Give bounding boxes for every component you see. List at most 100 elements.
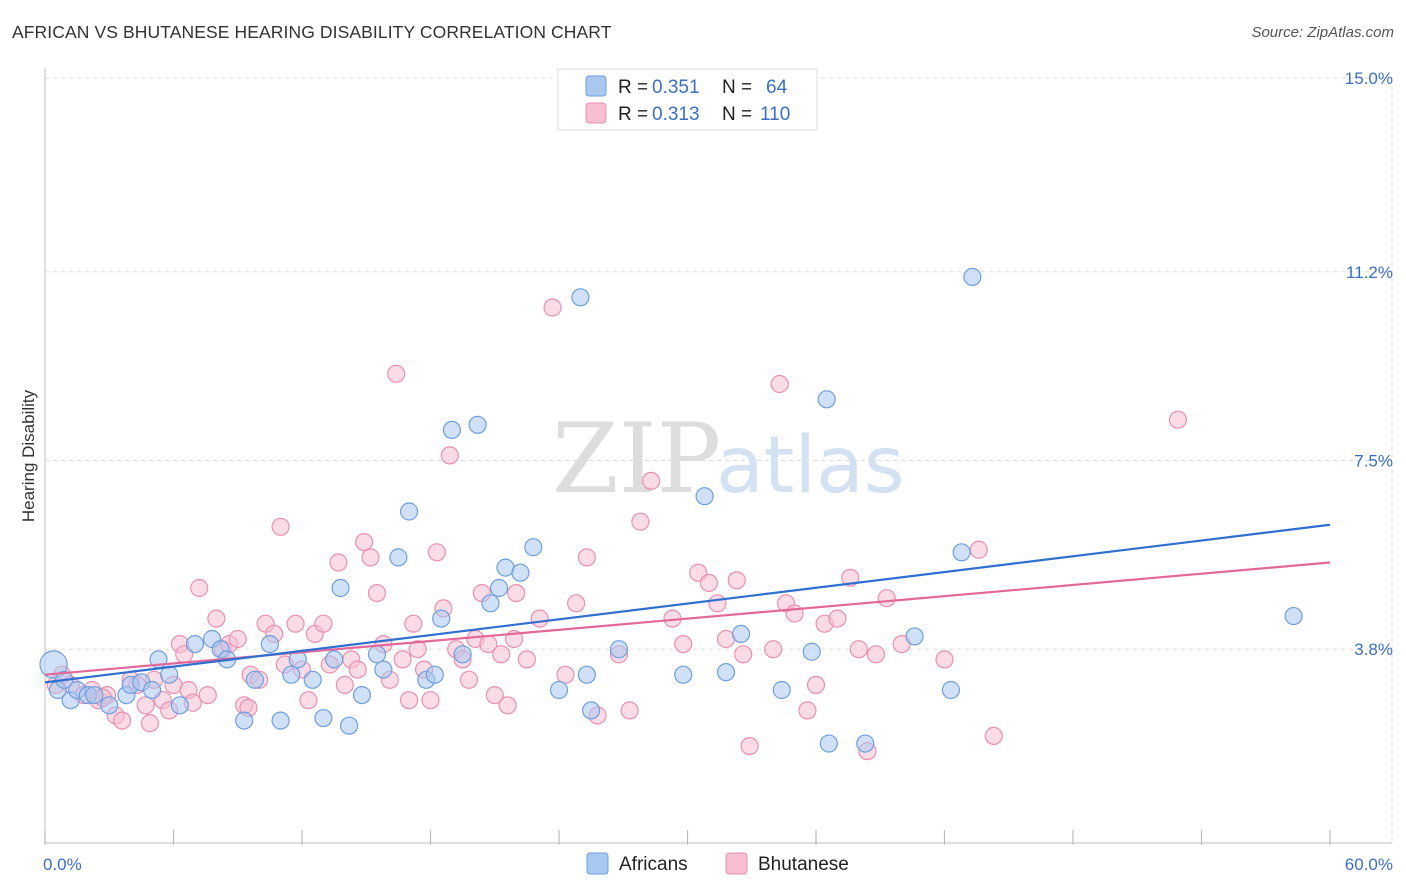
point-bhutanese xyxy=(427,543,447,562)
source-label: Source: ZipAtlas.com xyxy=(1251,24,1394,41)
point-bhutanese xyxy=(641,471,661,490)
point-africans xyxy=(905,627,924,646)
point-africans xyxy=(511,563,530,582)
y-tick-label: 3.8% xyxy=(1354,640,1393,659)
point-bhutanese xyxy=(984,726,1003,746)
point-africans xyxy=(549,680,569,700)
legend-n-label-africans: N = xyxy=(722,77,752,98)
trend-lines xyxy=(44,523,1331,684)
point-bhutanese xyxy=(228,629,247,649)
point-africans xyxy=(100,696,119,715)
point-africans xyxy=(185,634,205,654)
point-africans xyxy=(389,548,408,567)
point-bhutanese xyxy=(136,696,155,715)
point-africans xyxy=(432,609,451,628)
point-bhutanese xyxy=(207,609,226,628)
point-bhutanese xyxy=(740,736,759,756)
legend-n-value-bhutanese: 110 xyxy=(760,104,790,125)
watermark-atlas: atlas xyxy=(716,421,905,511)
point-bhutanese xyxy=(877,589,896,608)
point-africans xyxy=(952,543,971,562)
point-bhutanese xyxy=(408,640,427,659)
point-bhutanese xyxy=(620,701,639,720)
y-tick-label: 7.5% xyxy=(1354,452,1393,471)
legend-n-label-bhutanese: N = xyxy=(722,104,752,125)
point-africans xyxy=(941,680,961,700)
point-africans xyxy=(367,645,387,664)
point-africans xyxy=(282,665,301,684)
legend-r-value-africans: 0.351 xyxy=(652,77,700,98)
point-bhutanese xyxy=(849,640,868,659)
point-bhutanese xyxy=(734,645,753,664)
point-bhutanese xyxy=(329,553,348,572)
point-bhutanese xyxy=(404,614,423,633)
bottom-legend-swatch-africans xyxy=(586,852,609,875)
point-bhutanese xyxy=(866,645,886,664)
point-bhutanese xyxy=(674,634,693,654)
point-bhutanese xyxy=(828,609,847,628)
point-africans xyxy=(674,665,693,684)
point-bhutanese xyxy=(1168,410,1188,429)
point-bhutanese xyxy=(631,512,650,531)
point-africans xyxy=(577,665,596,684)
y-tick-label: 11.2% xyxy=(1346,263,1393,282)
watermark: ZIP atlas xyxy=(552,403,905,515)
point-africans xyxy=(374,660,393,679)
point-bhutanese xyxy=(335,675,354,695)
point-bhutanese xyxy=(556,665,575,684)
point-bhutanese xyxy=(770,374,789,394)
legend-r-label-bhutanese: R = xyxy=(618,104,648,125)
point-bhutanese xyxy=(806,675,826,695)
bottom-legend-bhutanese: Bhutanese xyxy=(758,854,849,875)
point-bhutanese xyxy=(367,583,387,603)
point-africans xyxy=(582,701,601,720)
point-bhutanese xyxy=(798,701,817,720)
point-bhutanese xyxy=(530,609,549,628)
point-africans xyxy=(609,640,629,659)
point-bhutanese xyxy=(140,714,160,733)
point-africans xyxy=(235,711,254,730)
bottom-legend: Africans Bhutanese xyxy=(586,852,849,875)
point-bhutanese xyxy=(112,711,132,730)
point-africans xyxy=(453,645,472,664)
point-africans xyxy=(331,578,350,598)
point-bhutanese xyxy=(299,691,318,710)
point-bhutanese xyxy=(190,578,209,598)
point-bhutanese xyxy=(969,540,988,559)
watermark-zip: ZIP xyxy=(552,403,721,515)
point-bhutanese xyxy=(485,685,504,705)
tick-labels: 3.8% 7.5% 11.2% 15.0% 0.0% 60.0% xyxy=(43,69,1393,874)
point-africans xyxy=(271,711,290,730)
point-bhutanese xyxy=(361,548,380,567)
point-africans xyxy=(1284,606,1303,626)
point-bhutanese xyxy=(935,650,954,669)
point-africans xyxy=(802,642,821,661)
point-africans xyxy=(170,696,190,715)
point-africans xyxy=(340,716,359,735)
point-bhutanese xyxy=(567,594,586,613)
point-bhutanese xyxy=(708,594,727,613)
point-africans xyxy=(303,670,322,689)
point-africans xyxy=(524,538,543,557)
point-bhutanese xyxy=(399,691,419,710)
point-africans xyxy=(571,288,590,307)
legend-swatch-bhutanese xyxy=(585,102,607,124)
axes xyxy=(44,68,1392,845)
point-bhutanese xyxy=(507,583,526,603)
point-africans xyxy=(352,685,372,705)
point-bhutanese xyxy=(421,691,440,710)
point-bhutanese xyxy=(440,446,459,465)
legend: R = 0.351 N = 64 R = 0.313 N = 110 xyxy=(557,68,818,131)
legend-swatch-africans xyxy=(585,75,607,97)
point-africans xyxy=(442,420,462,439)
point-bhutanese xyxy=(314,614,333,633)
point-bhutanese xyxy=(517,650,536,669)
bottom-legend-swatch-bhutanese xyxy=(725,852,748,875)
point-africans xyxy=(817,390,836,409)
point-bhutanese xyxy=(286,614,305,633)
x-tick-label-max: 60.0% xyxy=(1345,855,1393,874)
point-bhutanese xyxy=(348,660,367,679)
point-bhutanese xyxy=(355,532,374,552)
point-africans xyxy=(772,680,791,700)
